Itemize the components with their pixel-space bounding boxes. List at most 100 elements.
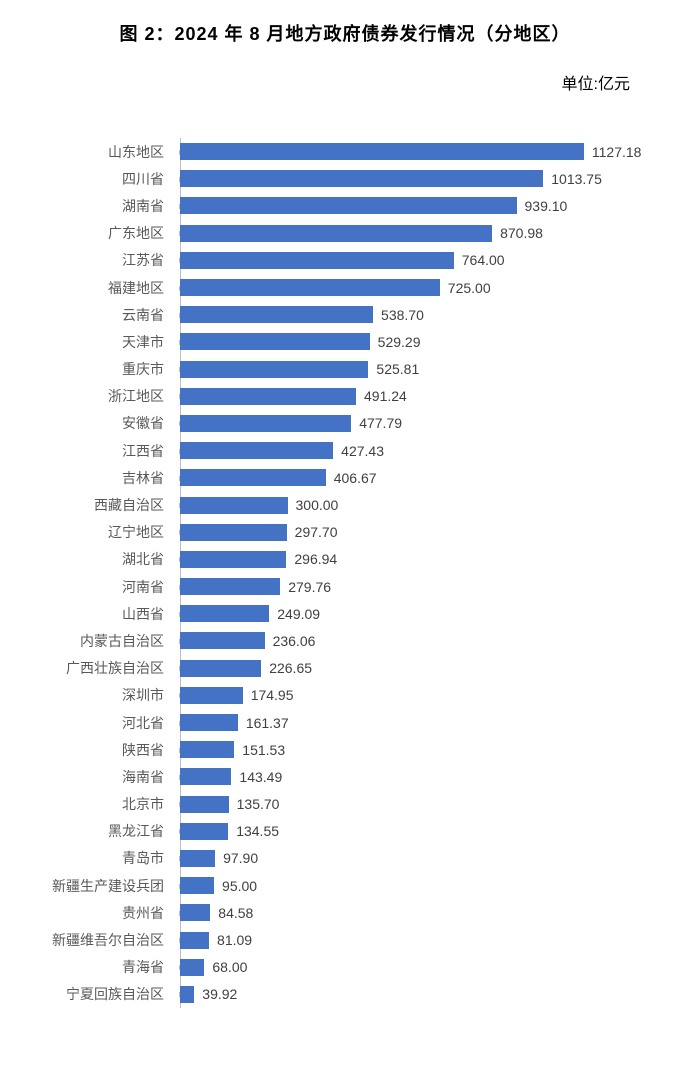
category-label: 湖北省 [20, 552, 170, 566]
bar [180, 986, 194, 1003]
bar-row: 江西省427.43 [180, 437, 670, 464]
bar-track: 174.95 [180, 682, 670, 709]
category-label: 西藏自治区 [20, 498, 170, 512]
value-label: 81.09 [217, 933, 252, 947]
bar [180, 469, 326, 486]
bar-row: 黑龙江省134.55 [180, 818, 670, 845]
bar-track: 538.70 [180, 301, 670, 328]
bar [180, 904, 210, 921]
bar [180, 497, 288, 514]
bar-row: 贵州省84.58 [180, 899, 670, 926]
category-label: 安徽省 [20, 416, 170, 430]
bar-row: 湖北省296.94 [180, 546, 670, 573]
value-label: 1013.75 [551, 172, 602, 186]
bar [180, 197, 517, 214]
bar-row: 青海省68.00 [180, 954, 670, 981]
bar-track: 95.00 [180, 872, 670, 899]
bar [180, 632, 265, 649]
value-label: 161.37 [246, 716, 289, 730]
bar [180, 306, 373, 323]
bar-track: 300.00 [180, 491, 670, 518]
bar [180, 768, 231, 785]
category-label: 青海省 [20, 960, 170, 974]
bar-row: 湖南省939.10 [180, 192, 670, 219]
bar-row: 福建地区725.00 [180, 274, 670, 301]
bar [180, 170, 543, 187]
bar-row: 宁夏回族自治区39.92 [180, 981, 670, 1008]
bar-row: 内蒙古自治区236.06 [180, 627, 670, 654]
bar [180, 877, 214, 894]
bar-track: 296.94 [180, 546, 670, 573]
bar [180, 932, 209, 949]
bar-row: 浙江地区491.24 [180, 383, 670, 410]
value-label: 95.00 [222, 879, 257, 893]
bar [180, 823, 228, 840]
bar-track: 491.24 [180, 383, 670, 410]
category-label: 黑龙江省 [20, 824, 170, 838]
bars-container: 山东地区1127.18四川省1013.75湖南省939.10广东地区870.98… [180, 138, 670, 1008]
bar [180, 714, 238, 731]
bar-track: 249.09 [180, 600, 670, 627]
value-label: 135.70 [237, 797, 280, 811]
category-label: 天津市 [20, 335, 170, 349]
value-label: 525.81 [376, 362, 419, 376]
value-label: 226.65 [269, 661, 312, 675]
category-label: 江苏省 [20, 253, 170, 267]
value-label: 68.00 [212, 960, 247, 974]
bar-track: 97.90 [180, 845, 670, 872]
bar [180, 442, 333, 459]
bar-row: 深圳市174.95 [180, 682, 670, 709]
bar-track: 68.00 [180, 954, 670, 981]
bar-track: 406.67 [180, 464, 670, 491]
value-label: 1127.18 [592, 145, 642, 159]
bar [180, 850, 215, 867]
bar [180, 551, 286, 568]
category-label: 宁夏回族自治区 [20, 987, 170, 1001]
value-label: 764.00 [462, 253, 505, 267]
bar-row: 河南省279.76 [180, 573, 670, 600]
bar-track: 81.09 [180, 926, 670, 953]
bar [180, 388, 356, 405]
value-label: 725.00 [448, 281, 491, 295]
category-label: 江西省 [20, 444, 170, 458]
bar-row: 重庆市525.81 [180, 356, 670, 383]
bar [180, 687, 243, 704]
value-label: 296.94 [294, 552, 337, 566]
bar-row: 新疆维吾尔自治区81.09 [180, 926, 670, 953]
bar-track: 279.76 [180, 573, 670, 600]
category-label: 新疆生产建设兵团 [20, 879, 170, 893]
bar-track: 236.06 [180, 627, 670, 654]
category-label: 重庆市 [20, 362, 170, 376]
bar-row: 天津市529.29 [180, 328, 670, 355]
value-label: 870.98 [500, 226, 543, 240]
bar-row: 云南省538.70 [180, 301, 670, 328]
bar [180, 796, 229, 813]
category-label: 北京市 [20, 797, 170, 811]
value-label: 174.95 [251, 688, 294, 702]
bar-row: 海南省143.49 [180, 763, 670, 790]
value-label: 143.49 [239, 770, 282, 784]
bar-track: 161.37 [180, 709, 670, 736]
bar-row: 河北省161.37 [180, 709, 670, 736]
bar-row: 北京市135.70 [180, 791, 670, 818]
bar-row: 辽宁地区297.70 [180, 519, 670, 546]
bar [180, 361, 368, 378]
bar-track: 725.00 [180, 274, 670, 301]
bar-track: 39.92 [180, 981, 670, 1008]
bar-row: 四川省1013.75 [180, 165, 670, 192]
bar-track: 226.65 [180, 655, 670, 682]
category-label: 吉林省 [20, 471, 170, 485]
category-label: 青岛市 [20, 851, 170, 865]
bar-row: 新疆生产建设兵团95.00 [180, 872, 670, 899]
bar-row: 山东地区1127.18 [180, 138, 670, 165]
value-label: 236.06 [273, 634, 316, 648]
bar-row: 陕西省151.53 [180, 736, 670, 763]
category-label: 云南省 [20, 308, 170, 322]
bar-row: 广西壮族自治区226.65 [180, 655, 670, 682]
bar-track: 525.81 [180, 356, 670, 383]
bar [180, 660, 261, 677]
bar-row: 江苏省764.00 [180, 247, 670, 274]
bar [180, 143, 584, 160]
value-label: 84.58 [218, 906, 253, 920]
value-label: 300.00 [296, 498, 339, 512]
